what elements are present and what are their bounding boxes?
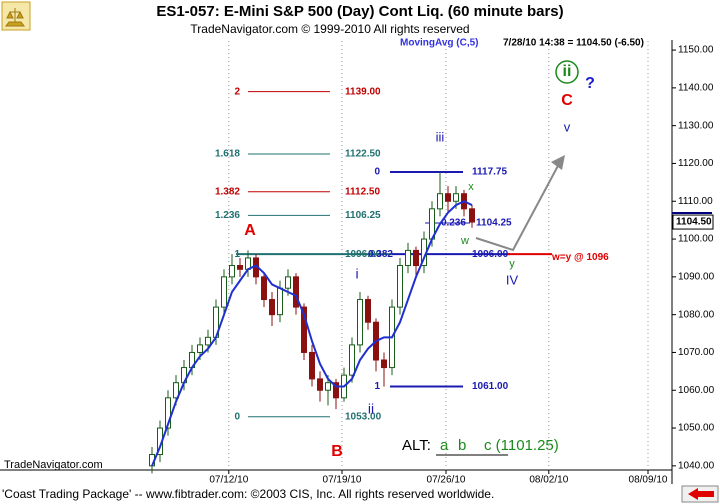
y-tick-label: 1110.00 bbox=[678, 196, 713, 207]
y-tick-label: 1050.00 bbox=[678, 423, 715, 434]
y-tick-label: 1070.00 bbox=[678, 347, 715, 358]
chart-title: ES1-057: E-Mini S&P 500 (Day) Cont Liq. … bbox=[156, 3, 563, 20]
wave-label: ? bbox=[585, 75, 595, 92]
indicator: MovingAvg (C,5) bbox=[400, 38, 479, 49]
alt-prefix: ALT: bbox=[402, 437, 431, 454]
candle-body bbox=[445, 193, 451, 202]
wave-label: y bbox=[509, 258, 515, 270]
candle-body bbox=[405, 249, 411, 267]
candle-body bbox=[237, 265, 243, 270]
fib-ratio: 0 bbox=[234, 411, 240, 422]
candle-body bbox=[221, 276, 227, 308]
wave-label: v bbox=[564, 119, 571, 134]
scroll-arrow[interactable] bbox=[681, 485, 719, 503]
y-tick-label: 1080.00 bbox=[678, 309, 715, 320]
fib-ratio: 2 bbox=[234, 86, 240, 97]
alt-c: c (1101.25) bbox=[484, 437, 559, 454]
alt-b: b bbox=[458, 437, 466, 454]
wave-label: iii bbox=[436, 129, 445, 144]
info: 7/28/10 14:38 = 1104.50 (-6.50) bbox=[503, 38, 644, 49]
candle-body bbox=[277, 287, 283, 316]
wave-label: A bbox=[244, 222, 256, 239]
fib-ratio: 0 bbox=[374, 167, 380, 178]
x-tick-label: 07/26/10 bbox=[427, 475, 466, 486]
candle-body bbox=[173, 382, 179, 399]
wave-label: x bbox=[468, 181, 474, 193]
candle-body bbox=[325, 382, 331, 391]
candle-body bbox=[309, 351, 315, 380]
fib-value: 1139.00 bbox=[345, 86, 381, 97]
x-tick-label: 08/09/10 bbox=[629, 475, 668, 486]
last-price-label: 1104.50 bbox=[676, 217, 712, 228]
candle-body bbox=[285, 276, 291, 289]
fib-value: 1112.50 bbox=[345, 186, 380, 197]
wave-label: ii bbox=[368, 401, 374, 417]
logo bbox=[1, 1, 31, 31]
wave-label: IV bbox=[506, 272, 519, 287]
wave-label: ii bbox=[563, 63, 572, 80]
fib-note: w=y @ 1096 bbox=[551, 252, 609, 263]
candle-body bbox=[197, 344, 203, 353]
candle-body bbox=[397, 265, 403, 308]
fib-ratio: 1.236 bbox=[215, 210, 240, 221]
candle-body bbox=[301, 306, 307, 353]
wave-label: w bbox=[460, 235, 469, 247]
watermark: TradeNavigator.com bbox=[4, 459, 103, 471]
candle-body bbox=[437, 193, 443, 210]
candle-body bbox=[349, 344, 355, 376]
fib-ratio: 1 bbox=[234, 249, 240, 260]
projection-arrowhead bbox=[551, 155, 565, 170]
y-tick-label: 1140.00 bbox=[678, 83, 714, 94]
fib-value: 1096.00 bbox=[345, 249, 382, 260]
alt-a: a bbox=[440, 437, 449, 454]
candle-body bbox=[365, 299, 371, 323]
wave-label: B bbox=[331, 443, 343, 460]
fib-value: 1104.25 bbox=[476, 218, 512, 229]
candle-body bbox=[413, 249, 419, 267]
footer: 'Coast Trading Package' -- www.fibtrader… bbox=[2, 487, 494, 501]
y-tick-label: 1060.00 bbox=[678, 385, 715, 396]
moving-average bbox=[151, 200, 473, 467]
wave-label: C bbox=[561, 92, 573, 109]
y-tick-label: 1130.00 bbox=[678, 120, 714, 131]
x-tick-label: 08/02/10 bbox=[529, 475, 568, 486]
candle-body bbox=[293, 276, 299, 308]
fib-value: 1096.00 bbox=[472, 249, 509, 260]
wave-circle bbox=[555, 60, 579, 84]
fib-ratio: 1.618 bbox=[215, 149, 240, 160]
fib-ratio: 1 bbox=[374, 381, 380, 392]
y-tick-label: 1120.00 bbox=[678, 158, 714, 169]
candle-body bbox=[357, 299, 363, 346]
fib-value: 1061.00 bbox=[472, 381, 509, 392]
candle-body bbox=[381, 359, 387, 369]
y-tick-label: 1090.00 bbox=[678, 271, 715, 282]
subtitle: TradeNavigator.com © 1999-2010 All right… bbox=[190, 22, 469, 36]
fib-value: 1122.50 bbox=[345, 149, 381, 160]
wave-label: i bbox=[355, 266, 358, 282]
candle-body bbox=[453, 193, 459, 202]
fib-value: 1117.75 bbox=[472, 167, 507, 178]
x-tick-label: 07/12/10 bbox=[209, 475, 248, 486]
y-tick-label: 1150.00 bbox=[678, 45, 714, 56]
candle-body bbox=[205, 336, 211, 346]
y-tick-label: 1040.00 bbox=[678, 460, 715, 471]
fib-value: 1106.25 bbox=[345, 210, 381, 221]
candle-body bbox=[229, 265, 235, 278]
fib-ratio: 0.382 bbox=[368, 249, 393, 260]
candle-body bbox=[317, 378, 323, 391]
last-price-box bbox=[672, 214, 714, 230]
candle-body bbox=[165, 397, 171, 429]
x-tick-label: 07/19/10 bbox=[323, 475, 362, 486]
fib-value: 1053.00 bbox=[345, 411, 382, 422]
fib-ratio: 0.236 bbox=[441, 218, 466, 229]
candle-body bbox=[261, 276, 267, 301]
projection-arrow bbox=[475, 161, 561, 252]
candle-body bbox=[269, 299, 275, 316]
y-tick-label: 1100.00 bbox=[678, 234, 714, 245]
candle-body bbox=[469, 208, 475, 223]
candle-body bbox=[333, 382, 339, 399]
fib-ratio: 1.382 bbox=[215, 186, 240, 197]
